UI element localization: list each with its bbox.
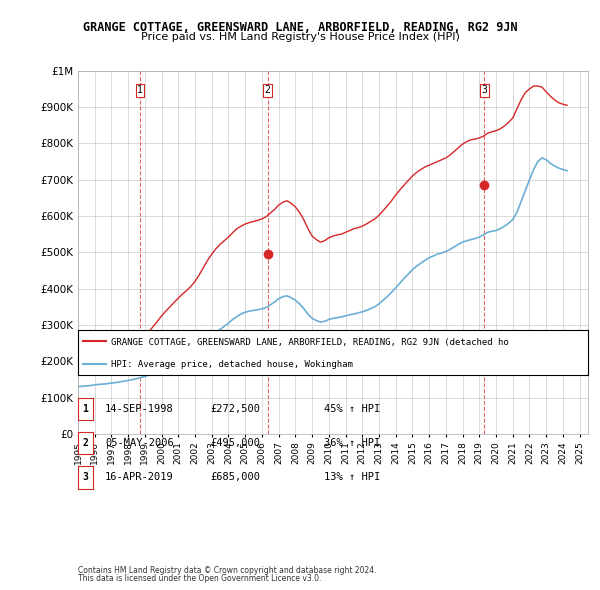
Text: 1: 1	[83, 404, 88, 414]
Text: Contains HM Land Registry data © Crown copyright and database right 2024.: Contains HM Land Registry data © Crown c…	[78, 566, 377, 575]
Text: 2: 2	[83, 438, 88, 448]
Text: 16-APR-2019: 16-APR-2019	[105, 473, 174, 482]
Text: 45% ↑ HPI: 45% ↑ HPI	[324, 404, 380, 414]
Text: HPI: Average price, detached house, Wokingham: HPI: Average price, detached house, Woki…	[111, 360, 353, 369]
Text: 36% ↑ HPI: 36% ↑ HPI	[324, 438, 380, 448]
Text: 1: 1	[137, 86, 143, 96]
Text: GRANGE COTTAGE, GREENSWARD LANE, ARBORFIELD, READING, RG2 9JN: GRANGE COTTAGE, GREENSWARD LANE, ARBORFI…	[83, 21, 517, 34]
Text: 05-MAY-2006: 05-MAY-2006	[105, 438, 174, 448]
Text: £272,500: £272,500	[210, 404, 260, 414]
Text: 13% ↑ HPI: 13% ↑ HPI	[324, 473, 380, 482]
Text: 14-SEP-1998: 14-SEP-1998	[105, 404, 174, 414]
Text: 2: 2	[265, 86, 271, 96]
Text: GRANGE COTTAGE, GREENSWARD LANE, ARBORFIELD, READING, RG2 9JN (detached ho: GRANGE COTTAGE, GREENSWARD LANE, ARBORFI…	[111, 338, 509, 348]
Text: Price paid vs. HM Land Registry's House Price Index (HPI): Price paid vs. HM Land Registry's House …	[140, 32, 460, 42]
Text: 3: 3	[83, 473, 88, 482]
Text: £495,000: £495,000	[210, 438, 260, 448]
Text: £685,000: £685,000	[210, 473, 260, 482]
Text: This data is licensed under the Open Government Licence v3.0.: This data is licensed under the Open Gov…	[78, 574, 322, 583]
Text: 3: 3	[481, 86, 487, 96]
